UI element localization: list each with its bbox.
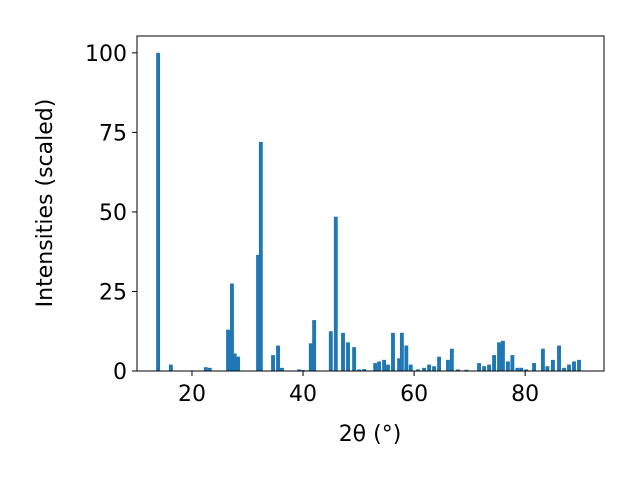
bar <box>271 355 275 371</box>
bar <box>515 367 520 371</box>
bar <box>397 358 402 371</box>
bar <box>572 361 576 371</box>
x-tick-label: 20 <box>178 382 206 407</box>
y-axis-label: Intensities (scaled) <box>33 99 58 308</box>
bar <box>156 52 161 371</box>
bar <box>550 359 555 371</box>
bar <box>232 353 237 371</box>
x-axis-label: 2θ (°) <box>339 422 402 447</box>
bar <box>482 366 487 371</box>
bar <box>446 359 450 371</box>
bar <box>477 363 482 371</box>
bar <box>577 359 581 371</box>
bar <box>404 345 409 371</box>
y-tick-label: 50 <box>99 201 127 226</box>
bar <box>258 141 263 371</box>
bar <box>487 364 491 371</box>
bar <box>203 367 208 371</box>
bar <box>532 363 536 371</box>
bar <box>456 369 460 371</box>
bar <box>416 369 420 371</box>
y-tick-label: 25 <box>99 280 127 305</box>
bar <box>226 329 231 371</box>
bar <box>519 367 524 371</box>
bar <box>341 332 345 371</box>
bar <box>422 367 427 371</box>
bar <box>492 355 496 371</box>
plot-frame <box>136 35 605 372</box>
bar <box>567 364 571 371</box>
bar <box>357 369 362 371</box>
bar <box>297 369 302 371</box>
bar <box>207 367 212 371</box>
bar <box>464 369 469 371</box>
bar <box>557 345 561 371</box>
bar <box>256 254 260 371</box>
bar <box>427 364 432 371</box>
bar <box>449 348 454 371</box>
bar <box>236 356 241 371</box>
y-tick-label: 75 <box>99 121 127 146</box>
bar <box>524 369 529 371</box>
bar <box>399 332 404 371</box>
bar <box>500 340 505 371</box>
bar <box>373 363 378 371</box>
bar <box>437 356 442 371</box>
bar <box>328 331 333 371</box>
bar <box>562 367 566 371</box>
bar <box>408 364 413 371</box>
bar <box>346 342 350 371</box>
bar <box>540 348 545 371</box>
bar <box>333 216 338 371</box>
bar <box>308 343 313 371</box>
bar <box>362 369 367 371</box>
y-tick-label: 0 <box>113 360 127 385</box>
bar <box>276 345 280 371</box>
bar <box>391 332 395 371</box>
bar <box>279 367 284 371</box>
bar <box>230 283 234 371</box>
bar <box>510 355 515 371</box>
bar <box>386 364 390 371</box>
x-tick-label: 80 <box>511 382 539 407</box>
x-tick-label: 40 <box>289 382 317 407</box>
bar <box>168 364 173 371</box>
bar <box>432 366 437 371</box>
bar <box>377 361 382 371</box>
y-tick-label: 100 <box>85 42 127 67</box>
bar <box>505 361 510 371</box>
bar <box>352 347 357 371</box>
bar <box>545 366 550 371</box>
bar <box>312 320 317 371</box>
bar <box>497 342 501 371</box>
x-tick-label: 60 <box>400 382 428 407</box>
bar <box>382 359 387 371</box>
